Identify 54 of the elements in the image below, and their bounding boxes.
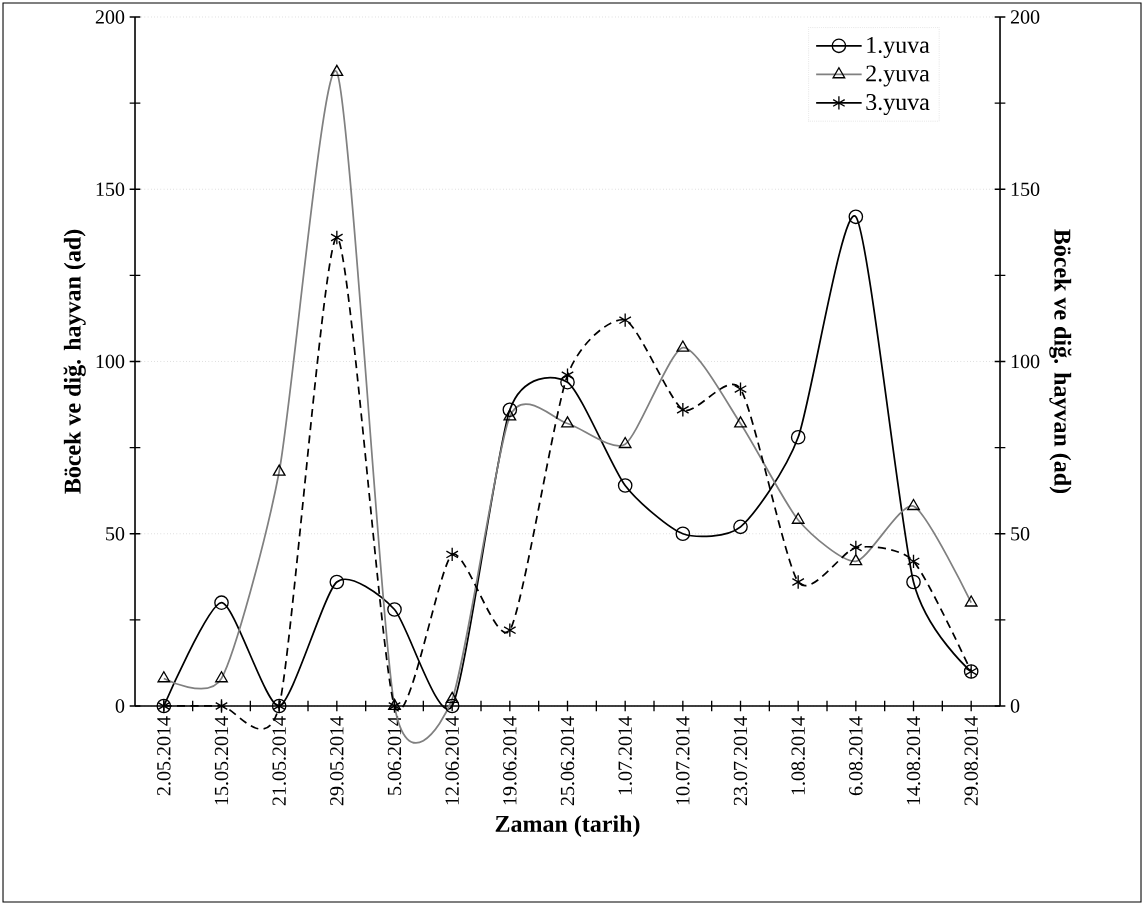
point — [733, 519, 748, 535]
legend-label: 2.yuva — [866, 65, 930, 87]
y2-axis-title: Böcek ve diğ. hayvan (ad) — [1049, 229, 1072, 494]
point — [387, 602, 402, 617]
x-tick-label: 23.07.2014 — [733, 716, 748, 806]
x-tick-label: 19.06.2014 — [503, 716, 517, 805]
x-tick-label: 15.05.2014 — [214, 716, 229, 805]
legend-label: 3.yuva — [866, 93, 930, 116]
point — [503, 622, 517, 638]
y-tick-label: 150 — [96, 182, 125, 196]
x-tick-label: 1.07.2014 — [618, 716, 632, 795]
x-tick-label: 1.08.2014 — [791, 716, 805, 795]
point — [791, 574, 805, 590]
y2-tick-label: 100 — [1011, 354, 1040, 369]
x-tick-label: 29.05.2014 — [330, 716, 344, 806]
x-tick-label: 29.08.2014 — [964, 716, 978, 806]
y-tick-label: 200 — [95, 10, 125, 24]
point — [848, 209, 864, 225]
point — [561, 367, 574, 383]
x-tick-label: 21.05.2014 — [272, 716, 286, 806]
point — [906, 574, 921, 590]
y-tick-label: 50 — [106, 526, 125, 541]
y-tick-label: 0 — [115, 699, 125, 713]
point — [215, 698, 228, 714]
point — [675, 526, 691, 542]
point — [790, 429, 806, 445]
x-tick-label: 14.08.2014 — [906, 716, 921, 805]
y2-tick-label: 50 — [1011, 526, 1030, 541]
x-tick-label: 6.08.2014 — [849, 716, 863, 796]
y-tick-label: 100 — [96, 354, 125, 369]
y2-tick-label: 200 — [1010, 10, 1040, 24]
x-axis-title: Zaman (tarih) — [495, 815, 640, 837]
legend-label: 1.yuva — [867, 36, 930, 58]
point — [388, 698, 401, 714]
point — [907, 553, 920, 569]
x-tick-label: 2.05.2014 — [157, 716, 171, 796]
point — [617, 478, 633, 493]
point — [214, 595, 229, 610]
point — [445, 547, 459, 562]
point — [618, 312, 632, 328]
x-tick-label: 10.07.2014 — [676, 716, 690, 805]
point — [444, 698, 460, 714]
x-tick-label: 25.06.2014 — [560, 716, 575, 806]
point — [560, 374, 575, 390]
point — [734, 381, 747, 397]
y-axis-title: Böcek ve diğ. hayvan (ad) — [63, 229, 86, 494]
y2-tick-label: 150 — [1011, 182, 1040, 196]
point — [502, 402, 518, 418]
point — [329, 574, 345, 590]
x-tick-label: 12.06.2014 — [445, 716, 459, 805]
y2-tick-label: 0 — [1010, 699, 1020, 713]
x-tick-label: 5.06.2014 — [387, 716, 402, 795]
point — [676, 402, 690, 418]
point — [330, 230, 344, 245]
